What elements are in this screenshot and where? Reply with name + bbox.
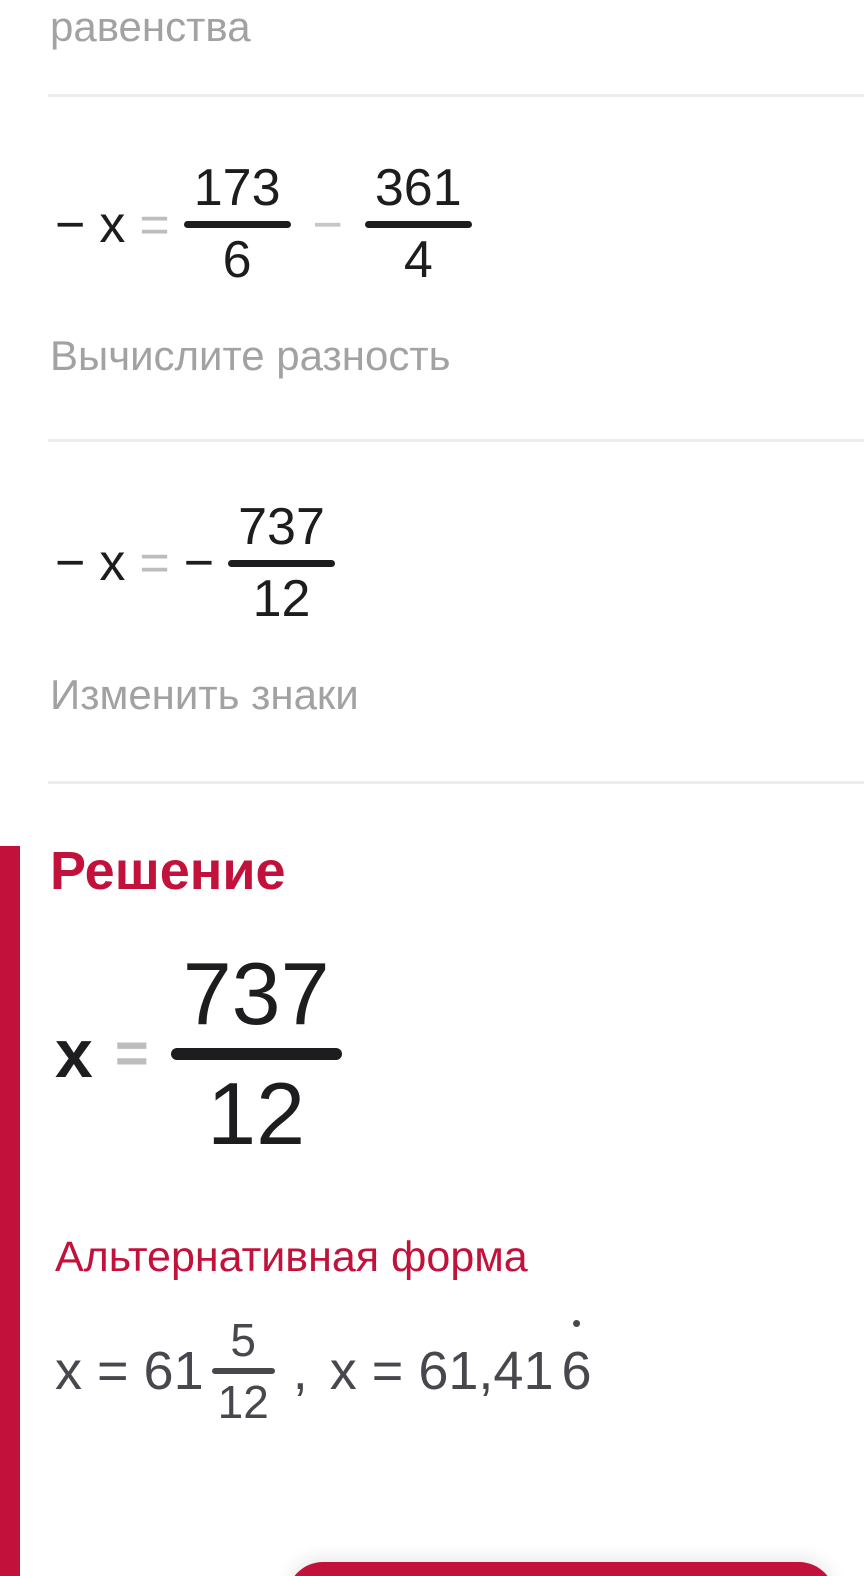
equation-step-1: − x = 173 6 − 361 4 <box>55 161 864 288</box>
fraction-5-over-12: 5 12 <box>211 1313 275 1428</box>
solution-section: Решение x = 737 12 Альтернативная форма … <box>0 841 864 1576</box>
variable-x: x <box>99 195 126 254</box>
minus-sign: − <box>183 534 215 593</box>
previous-step-description-tail: равенства <box>50 3 251 50</box>
fraction-173-over-6: 173 6 <box>183 159 291 290</box>
fraction-numerator: 361 <box>374 159 462 218</box>
equation-step-2: − x = − 737 12 <box>55 497 864 628</box>
fraction-bar <box>183 221 291 229</box>
step-description-compute-difference: Вычислите разность <box>50 332 451 380</box>
minus-sign: − <box>55 195 86 254</box>
equals-sign: = <box>139 195 170 254</box>
fraction-denominator: 12 <box>207 1064 306 1163</box>
decimal-form-lhs: x = 61,41 <box>329 1340 554 1401</box>
fraction-737-over-12: 737 12 <box>170 943 342 1163</box>
step-description-change-signs: Изменить знаки <box>50 670 359 718</box>
variable-x: x <box>99 534 126 593</box>
divider <box>48 781 864 785</box>
fraction-denominator: 12 <box>217 1375 269 1428</box>
fraction-denominator: 4 <box>403 231 433 290</box>
minus-operator: − <box>312 195 343 254</box>
fraction-denominator: 12 <box>252 569 311 628</box>
divider <box>48 94 864 98</box>
solution-heading: Решение <box>50 841 286 902</box>
fraction-bar <box>211 1367 275 1374</box>
fraction-numerator: 737 <box>182 943 330 1043</box>
recurring-digit: 6 <box>561 1340 592 1401</box>
divider <box>48 438 864 442</box>
minus-sign: − <box>55 534 86 593</box>
fraction-numerator: 737 <box>238 497 325 556</box>
fraction-bar <box>170 1048 342 1060</box>
fraction-bar <box>228 559 335 567</box>
solution-equation: x = 737 12 <box>55 943 864 1163</box>
primary-action-button[interactable] <box>287 1562 835 1576</box>
fraction-numerator: 5 <box>230 1313 256 1366</box>
fraction-numerator: 173 <box>193 159 281 218</box>
alternative-form-equation: x = 61 5 12 , x = 61,41 • 6 <box>55 1310 864 1428</box>
alternative-form-heading: Альтернативная форма <box>55 1233 528 1282</box>
variable-x: x <box>55 1016 93 1092</box>
fraction-bar <box>364 221 472 229</box>
recurring-dot-icon: • <box>571 1307 582 1338</box>
fraction-361-over-4: 361 4 <box>364 159 472 290</box>
equals-sign: = <box>139 534 170 593</box>
mixed-number-lhs: x = 61 <box>55 1340 204 1401</box>
fraction-denominator: 6 <box>222 231 252 290</box>
separator-comma: , <box>292 1340 308 1401</box>
solution-accent-bar <box>0 846 20 1576</box>
fraction-737-over-12: 737 12 <box>228 497 335 628</box>
recurring-decimal-digit: • 6 <box>561 1310 592 1402</box>
equals-sign: = <box>114 1021 149 1086</box>
